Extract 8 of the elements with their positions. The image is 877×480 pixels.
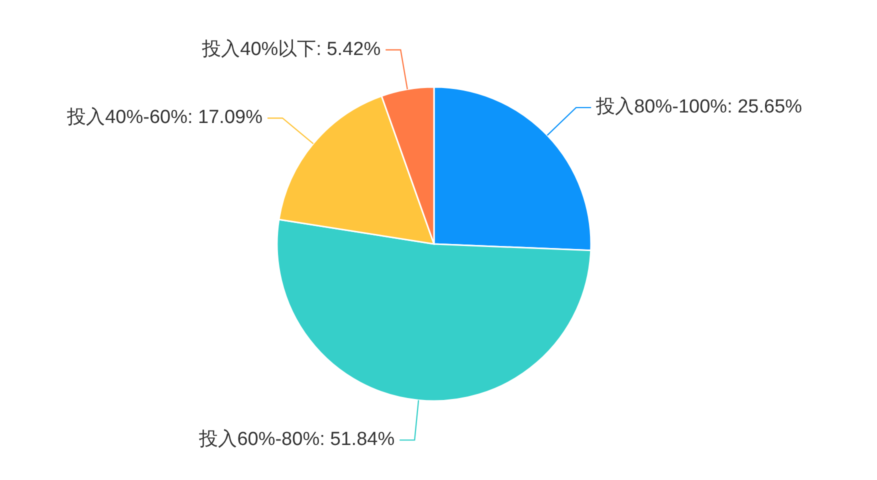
- slice-label: 投入40%以下: [201, 38, 316, 60]
- data-label: : 17.09%: [187, 107, 263, 128]
- slice-label: 投入80%-100%: [595, 96, 728, 118]
- slice-label: 投入40%-60%: [66, 107, 188, 128]
- slice-label: 投入60%-80%: [198, 429, 320, 450]
- data-label: : 5.42%: [316, 38, 381, 60]
- data-label: : 51.84%: [320, 429, 395, 450]
- data-label: : 25.65%: [727, 96, 802, 118]
